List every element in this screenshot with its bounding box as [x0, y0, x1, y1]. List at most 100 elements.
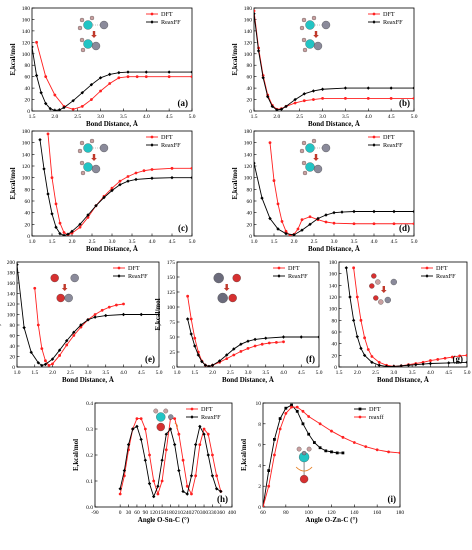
data-point	[387, 450, 390, 454]
molecule-atom-icon	[299, 474, 309, 484]
legend-marker	[117, 274, 121, 278]
data-point	[232, 353, 236, 357]
data-point	[34, 73, 39, 78]
data-point	[108, 82, 112, 85]
data-point	[458, 354, 462, 358]
data-point	[321, 97, 324, 100]
data-point	[66, 232, 70, 236]
data-point	[348, 295, 352, 299]
data-point	[198, 424, 202, 429]
data-point	[299, 335, 303, 339]
data-point	[210, 474, 215, 478]
data-point	[53, 108, 57, 111]
data-point	[340, 210, 344, 214]
x-tick-label: 3.0	[390, 370, 397, 376]
data-point	[202, 432, 206, 436]
molecule-atom-icon	[302, 47, 308, 53]
data-point	[117, 70, 121, 75]
data-point	[355, 295, 359, 299]
x-tick-label: 270	[192, 510, 201, 516]
data-point	[330, 429, 333, 433]
x-tick-label: 4.0	[365, 114, 372, 120]
series-line-dft	[187, 296, 284, 367]
data-point	[206, 432, 210, 436]
molecule-atom-icon	[91, 164, 101, 174]
data-point	[264, 336, 268, 340]
y-tick-label: 60	[25, 199, 31, 205]
data-point	[139, 312, 143, 317]
panel-label: (i)	[388, 494, 397, 504]
data-point	[40, 347, 44, 351]
data-point	[324, 213, 328, 217]
molecule-atom-icon	[79, 160, 85, 166]
molecule-atom-icon	[301, 17, 307, 23]
y-axis-label: E,kcal/mol	[231, 167, 239, 199]
molecule-atom-icon	[301, 140, 307, 146]
data-point	[177, 432, 181, 436]
x-tick-label: 4.0	[427, 370, 434, 376]
data-point	[190, 492, 193, 496]
data-point	[53, 93, 57, 97]
data-point	[102, 195, 106, 200]
plot-frame	[253, 7, 415, 112]
data-point	[301, 409, 305, 413]
data-point	[267, 469, 271, 472]
data-point	[275, 341, 278, 344]
transition-arrow-icon	[91, 31, 97, 38]
y-tick-label: 80	[332, 318, 338, 324]
molecule-atom-icon	[168, 414, 174, 420]
data-point	[261, 76, 265, 80]
legend-marker	[150, 20, 154, 24]
data-point	[44, 75, 48, 79]
x-tick-label: 5.0	[411, 239, 418, 245]
y-axis-label: E,kcal/mol	[231, 43, 239, 75]
data-point	[148, 453, 151, 457]
data-point	[301, 422, 305, 426]
x-tick-label: 3.5	[342, 114, 349, 120]
y-tick-label: 160	[22, 141, 31, 147]
molecule-atom-icon	[321, 20, 331, 30]
legend-entry: ReaxFF	[383, 19, 403, 26]
molecule-atom-icon	[371, 273, 377, 279]
x-tick-label: 2.0	[69, 239, 76, 245]
transition-arrow-icon	[313, 31, 319, 38]
y-tick-label: 2	[258, 484, 261, 490]
data-point	[172, 442, 177, 447]
data-point	[275, 108, 279, 111]
data-point	[57, 108, 62, 111]
transition-arrow-icon	[91, 154, 97, 161]
molecule-atom-icon	[228, 293, 237, 303]
data-point	[58, 354, 61, 357]
y-tick-label: 140	[22, 152, 31, 158]
y-tick-label: 0	[249, 234, 252, 240]
legend-marker	[372, 143, 376, 147]
legend-entry: DFT	[288, 265, 300, 272]
molecule-atom-icon	[64, 293, 73, 303]
data-point	[281, 335, 286, 339]
data-point	[46, 132, 50, 136]
series-line-reaxff	[263, 406, 400, 507]
data-point	[260, 196, 264, 200]
data-point	[268, 141, 272, 145]
x-tick-label: 120	[150, 510, 159, 516]
data-point	[352, 441, 356, 444]
molecule-illustration	[50, 273, 79, 303]
data-point	[164, 432, 168, 436]
molecule-illustration	[77, 15, 109, 53]
x-tick-label: 1.0	[251, 239, 258, 245]
data-point	[377, 363, 381, 367]
data-point	[450, 355, 454, 359]
x-axis-label: Bond Distance, Å	[86, 120, 138, 128]
data-point	[71, 99, 75, 103]
x-tick-label: 300	[200, 510, 209, 516]
data-point	[86, 318, 90, 322]
data-point	[135, 417, 139, 420]
data-point	[110, 188, 114, 193]
y-tick-label: 180	[7, 271, 16, 277]
data-point	[282, 340, 285, 344]
data-point	[263, 505, 265, 507]
x-axis-label: Angle O-Sn-C (°)	[138, 516, 190, 524]
data-point	[99, 89, 102, 93]
data-point	[210, 363, 215, 367]
